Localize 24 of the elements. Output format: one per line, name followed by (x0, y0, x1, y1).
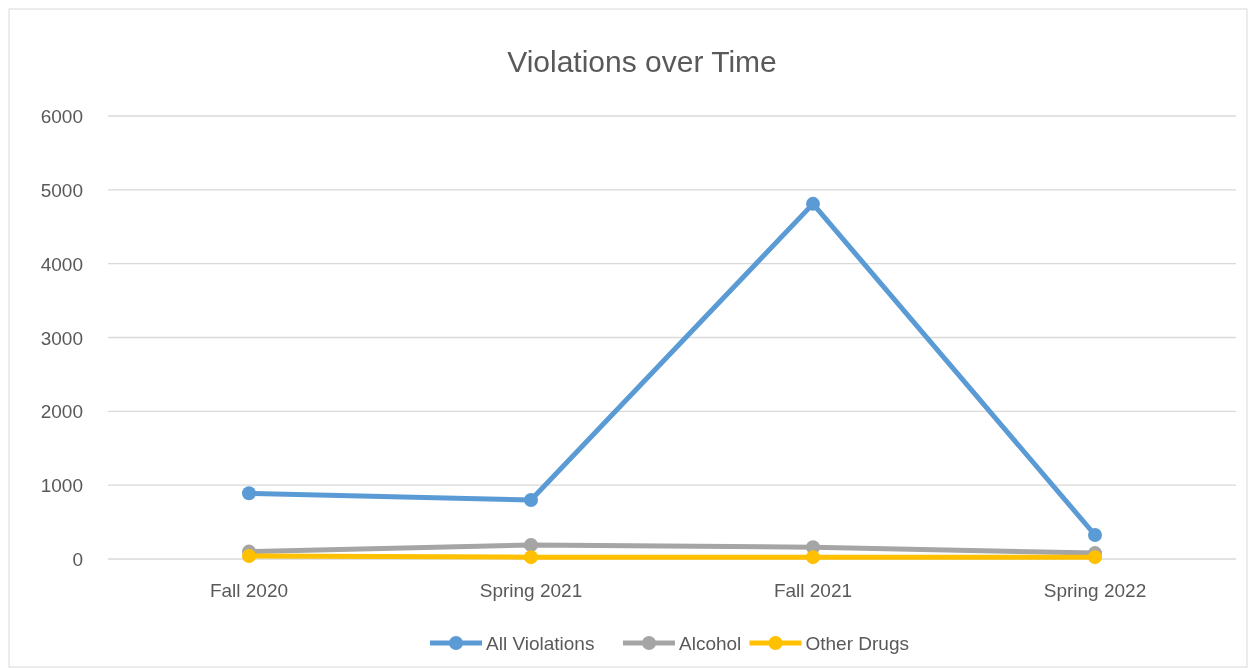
x-tick-label: Fall 2020 (209, 580, 289, 601)
point (524, 492, 538, 507)
y-tick-label: 3000 (40, 327, 83, 349)
point (524, 550, 538, 565)
point (242, 486, 256, 501)
legend-label: All Violations (486, 633, 595, 654)
point (524, 537, 538, 552)
legend-label: Other Drugs (805, 633, 909, 654)
x-tick-label: Fall 2021 (773, 580, 853, 601)
y-tick-label: 0 (72, 549, 83, 570)
legend-label: Alcohol (679, 633, 742, 654)
y-tick-label: 2000 (40, 401, 83, 423)
point (806, 550, 820, 565)
y-tick-label: 4000 (40, 253, 83, 275)
point (1088, 528, 1102, 542)
x-tick-label: Spring 2022 (1043, 580, 1147, 601)
chart-title: Violations over Time (507, 45, 777, 78)
point (242, 549, 256, 564)
y-tick-label: 6000 (40, 106, 83, 127)
y-tick-label: 1000 (40, 475, 83, 497)
point (806, 196, 820, 211)
y-tick-label: 5000 (40, 179, 83, 201)
point (1088, 550, 1102, 565)
x-tick-label: Spring 2021 (479, 580, 583, 601)
